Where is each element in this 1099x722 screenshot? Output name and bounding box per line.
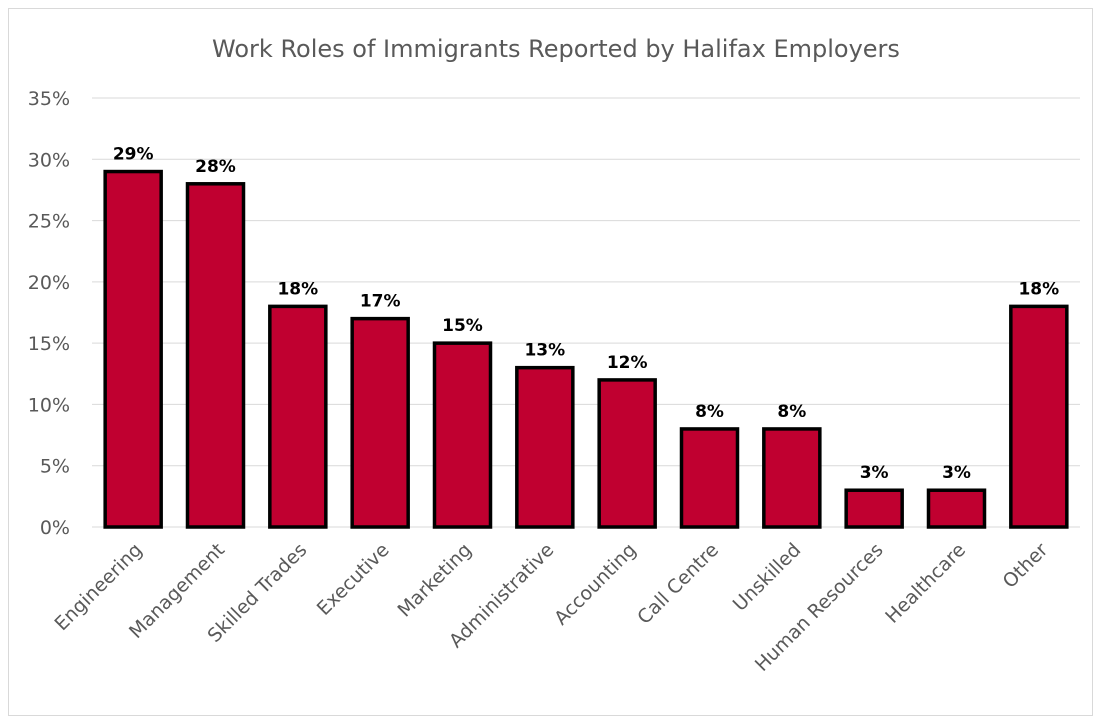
bar — [844, 488, 904, 529]
category-label: Unskilled — [729, 539, 806, 616]
bar — [350, 316, 410, 529]
y-tick-label: 30% — [28, 149, 70, 171]
bar — [432, 341, 493, 529]
y-tick-label: 20% — [28, 272, 70, 294]
category-label: Healthcare — [881, 539, 970, 628]
bar — [926, 488, 987, 529]
bar — [762, 427, 822, 529]
data-label: 18% — [1018, 279, 1059, 299]
data-label: 29% — [113, 145, 154, 165]
y-tick-label: 10% — [28, 394, 70, 416]
y-axis-ticks: 0% 5% 10% 15% 20% 25% 30% 35% — [28, 88, 70, 539]
bar — [1009, 304, 1069, 529]
y-tick-label: 35% — [28, 88, 70, 110]
bar — [679, 427, 740, 529]
data-labels: 29% 28% 18% 17% 15% 13% 12% 8% 8% 3% 3% 18% — [113, 145, 1059, 484]
data-label: 3% — [942, 463, 971, 483]
data-label: 18% — [277, 279, 318, 299]
data-label: 8% — [695, 402, 724, 422]
bar — [103, 169, 163, 529]
bar — [515, 365, 575, 529]
data-label: 13% — [524, 341, 565, 361]
category-label: Executive — [313, 539, 394, 620]
data-label: 12% — [607, 353, 648, 373]
data-label: 8% — [777, 402, 806, 422]
category-label: Call Centre — [633, 539, 723, 629]
y-tick-label: 5% — [40, 456, 70, 478]
category-label: Other — [999, 539, 1053, 593]
bars — [103, 169, 1069, 529]
bar — [597, 378, 657, 529]
y-tick-label: 25% — [28, 211, 70, 233]
bar — [185, 182, 246, 529]
bar — [268, 304, 328, 529]
data-label: 28% — [195, 157, 236, 177]
data-label: 3% — [860, 463, 889, 483]
chart-title: Work Roles of Immigrants Reported by Hal… — [212, 35, 900, 63]
y-tick-label: 15% — [28, 333, 70, 355]
y-tick-label: 0% — [40, 517, 70, 539]
category-label: Accounting — [550, 539, 641, 630]
data-label: 17% — [360, 292, 401, 312]
data-label: 15% — [442, 316, 483, 336]
category-label: Marketing — [394, 539, 477, 622]
gridlines — [92, 97, 1080, 528]
